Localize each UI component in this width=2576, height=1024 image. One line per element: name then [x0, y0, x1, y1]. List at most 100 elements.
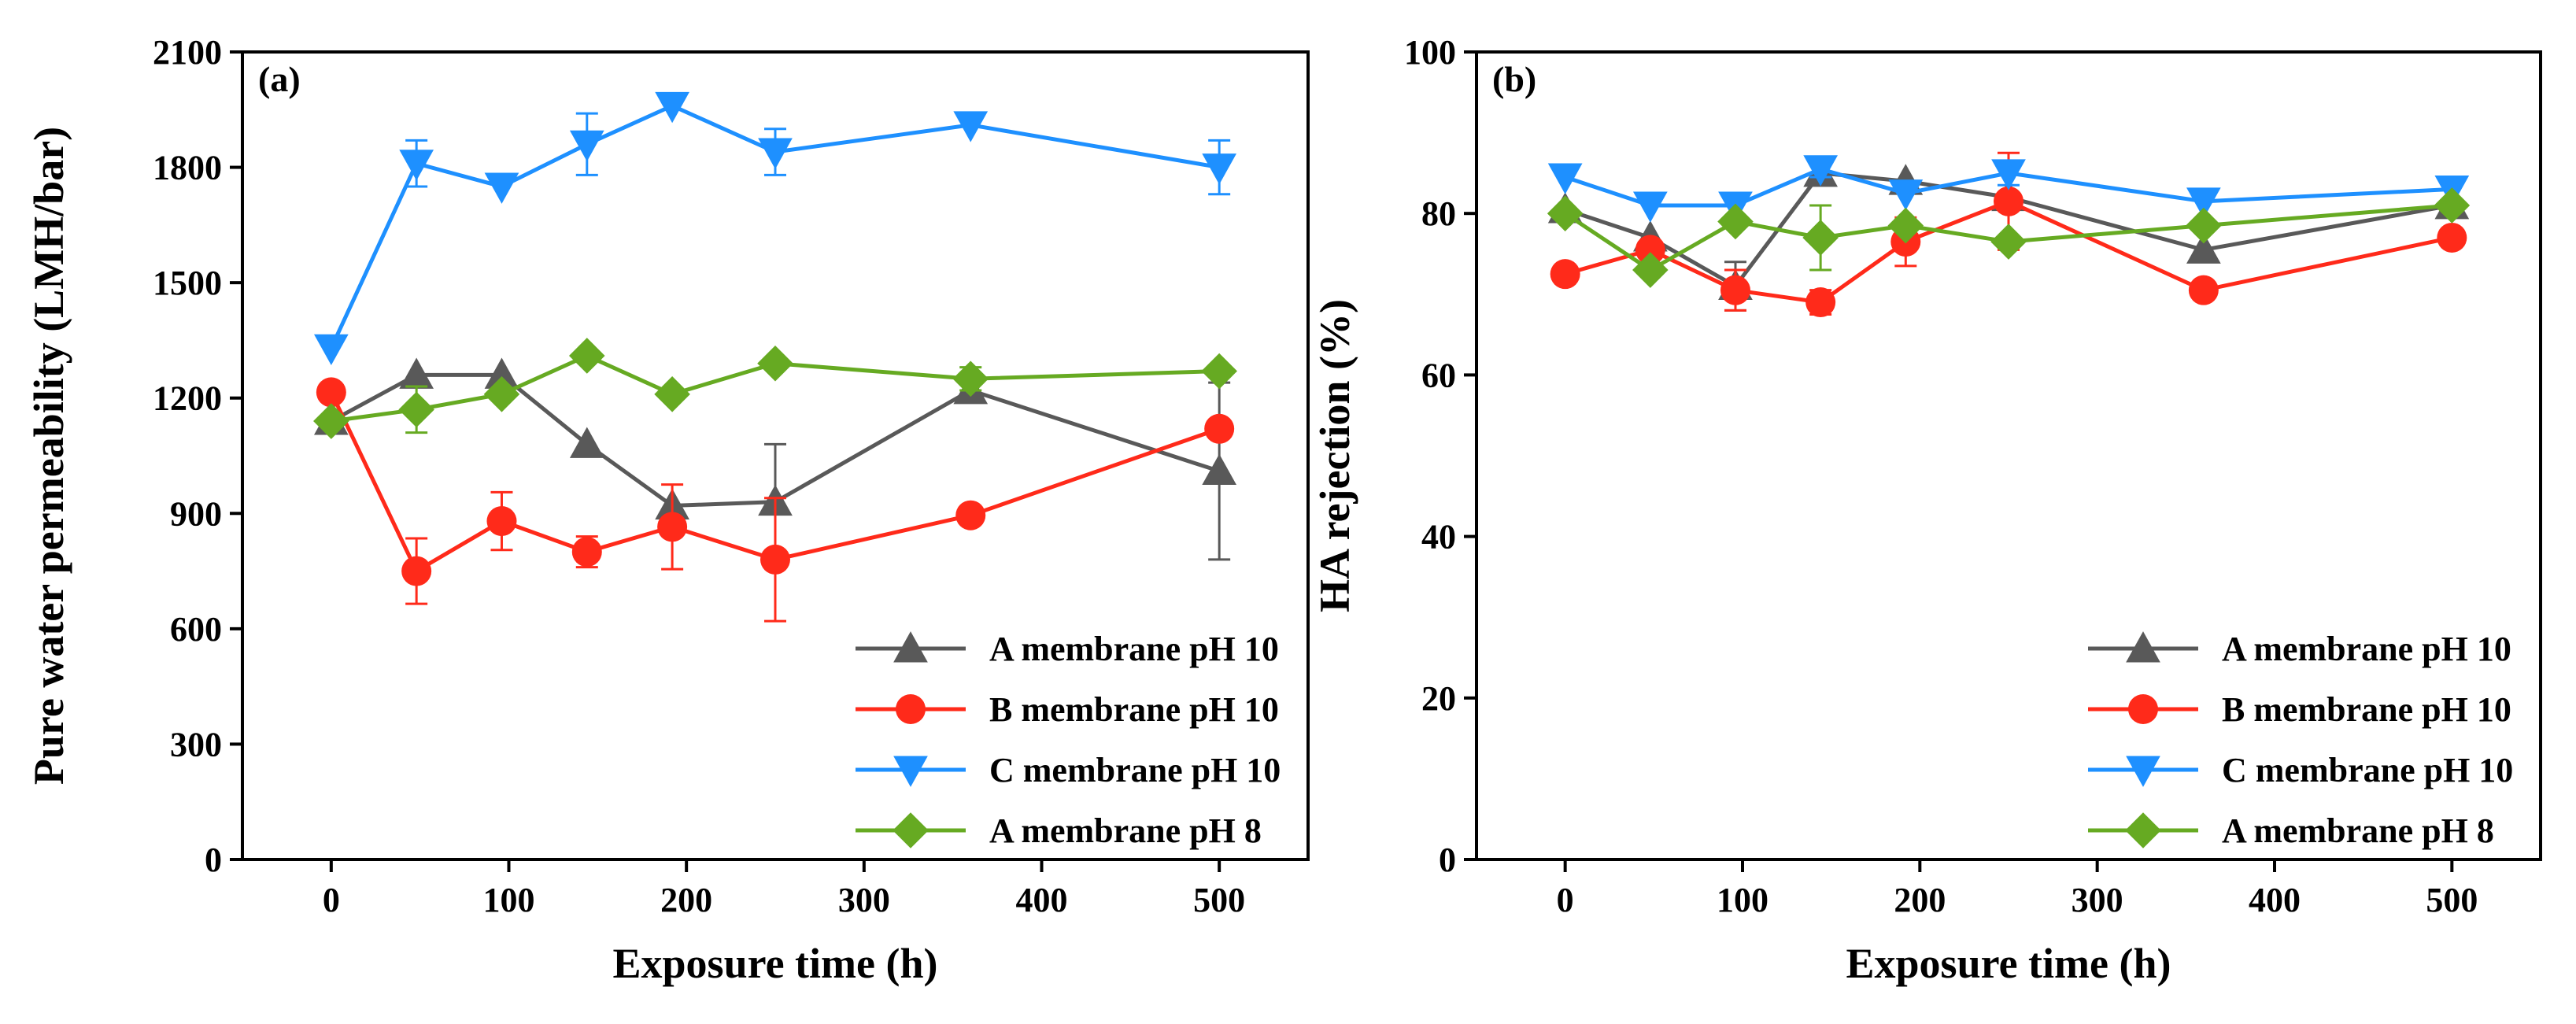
legend-item-a-membrane-ph-10: A membrane pH 10	[856, 630, 1279, 668]
y-tick-label: 0	[1439, 841, 1456, 879]
data-point	[654, 376, 690, 412]
x-axis-title: Exposure time (h)	[1846, 940, 2171, 987]
data-point	[1204, 413, 1235, 444]
legend-item-a-membrane-ph-8: A membrane pH 8	[856, 811, 1262, 850]
y-axis-title: HA rejection (%)	[1311, 299, 1358, 612]
legend-marker	[896, 694, 926, 724]
data-point	[1202, 453, 1237, 486]
data-point	[1990, 224, 2027, 260]
series-b-membrane-ph-10	[1550, 151, 2467, 318]
series-a-membrane-ph-8	[1547, 187, 2471, 288]
legend-label: A membrane pH 8	[2222, 811, 2494, 850]
x-tick-label: 0	[323, 881, 340, 919]
y-tick-label: 1200	[153, 379, 222, 418]
legend-marker	[893, 631, 928, 663]
legend-item-b-membrane-ph-10: B membrane pH 10	[2088, 690, 2511, 729]
data-point	[1991, 159, 2026, 190]
data-point	[1805, 287, 1836, 318]
data-point	[1547, 195, 1584, 231]
legend-marker	[2126, 631, 2160, 663]
legend-label: B membrane pH 10	[989, 690, 1279, 729]
y-tick-label: 60	[1421, 356, 1456, 394]
panel-label: (b)	[1492, 59, 1536, 99]
x-tick-label: 500	[1193, 881, 1245, 919]
data-point	[571, 537, 602, 567]
panel-a: 0 100 200 300 400 500 0 300 600 900 1200 1500 1800 21…	[25, 33, 1310, 987]
y-tick-label: 1500	[153, 264, 222, 302]
data-point	[1202, 153, 1237, 185]
series-line	[1564, 203, 2452, 272]
x-tick-label: 200	[660, 881, 712, 919]
legend: A membrane pH 10 B membrane pH 10 C membra…	[856, 630, 1281, 850]
data-point	[758, 138, 793, 169]
data-point	[569, 130, 604, 162]
data-point	[568, 338, 605, 374]
legend-label: C membrane pH 10	[989, 751, 1281, 789]
data-point	[313, 403, 349, 439]
legend-label: A membrane pH 8	[989, 811, 1262, 850]
series-b-membrane-ph-10	[316, 377, 1235, 623]
series-c-membrane-ph-10	[313, 91, 1237, 366]
data-point	[955, 500, 986, 530]
data-point	[484, 357, 519, 389]
plot-frame	[241, 50, 1310, 861]
data-point	[1547, 163, 1583, 194]
series-line	[329, 391, 1220, 575]
y-tick-label: 1800	[153, 149, 222, 187]
legend: A membrane pH 10 B membrane pH 10 C membra…	[2088, 630, 2513, 850]
data-point	[398, 391, 434, 428]
y-tick-label: 600	[170, 610, 222, 649]
data-point	[569, 427, 604, 458]
series-a-membrane-ph-8	[313, 338, 1237, 439]
data-point	[952, 360, 989, 397]
data-point	[1632, 191, 1668, 223]
data-point	[1994, 186, 2023, 216]
series-line	[1564, 199, 2452, 305]
series-line	[330, 372, 1220, 508]
panel-b: 0 100 200 300 400 500 0 20 40 60 80 100 (b) Exposure …	[1311, 33, 2542, 987]
y-axis-title: Pure water permeability (LMH/bar)	[25, 127, 72, 785]
legend-marker	[893, 812, 929, 848]
data-point	[1887, 207, 1924, 244]
legend-label: C membrane pH 10	[2222, 751, 2513, 789]
legend-label: B membrane pH 10	[2222, 690, 2511, 729]
data-point	[1632, 252, 1669, 288]
data-point	[1717, 203, 1754, 240]
data-point	[313, 334, 349, 366]
data-point	[483, 376, 520, 412]
legend-item-c-membrane-ph-10: C membrane pH 10	[2088, 751, 2513, 789]
series-line	[1564, 167, 2452, 208]
y-tick-label: 0	[205, 841, 222, 879]
y-tick-label: 100	[1404, 33, 1456, 72]
data-point	[1550, 259, 1580, 290]
x-axis-title: Exposure time (h)	[613, 940, 938, 987]
data-point	[2186, 207, 2222, 244]
data-point	[1888, 179, 1924, 211]
legend-label: A membrane pH 10	[989, 630, 1279, 668]
y-tick-label: 300	[170, 725, 222, 763]
data-point	[486, 506, 517, 537]
data-point	[655, 91, 689, 124]
data-point	[757, 345, 793, 382]
data-point	[484, 172, 519, 204]
data-point	[2188, 275, 2219, 305]
legend-marker	[2126, 756, 2160, 787]
data-point	[399, 357, 434, 389]
legend-item-a-membrane-ph-10: A membrane pH 10	[2088, 630, 2511, 668]
y-tick-label: 40	[1421, 518, 1456, 556]
data-point	[1803, 155, 1838, 187]
y-tick-label: 80	[1421, 194, 1456, 233]
series-line	[329, 103, 1220, 349]
data-point	[401, 556, 432, 586]
x-tick-label: 300	[2072, 881, 2123, 919]
legend-marker	[2128, 694, 2158, 724]
legend-item-a-membrane-ph-8: A membrane pH 8	[2088, 811, 2494, 850]
data-point	[1802, 220, 1839, 256]
x-tick-label: 400	[1016, 881, 1068, 919]
x-tick-label: 200	[1894, 881, 1946, 919]
data-point	[760, 544, 790, 575]
legend-label: A membrane pH 10	[2222, 630, 2511, 668]
data-point	[399, 150, 434, 181]
panel-label: (a)	[258, 59, 301, 99]
